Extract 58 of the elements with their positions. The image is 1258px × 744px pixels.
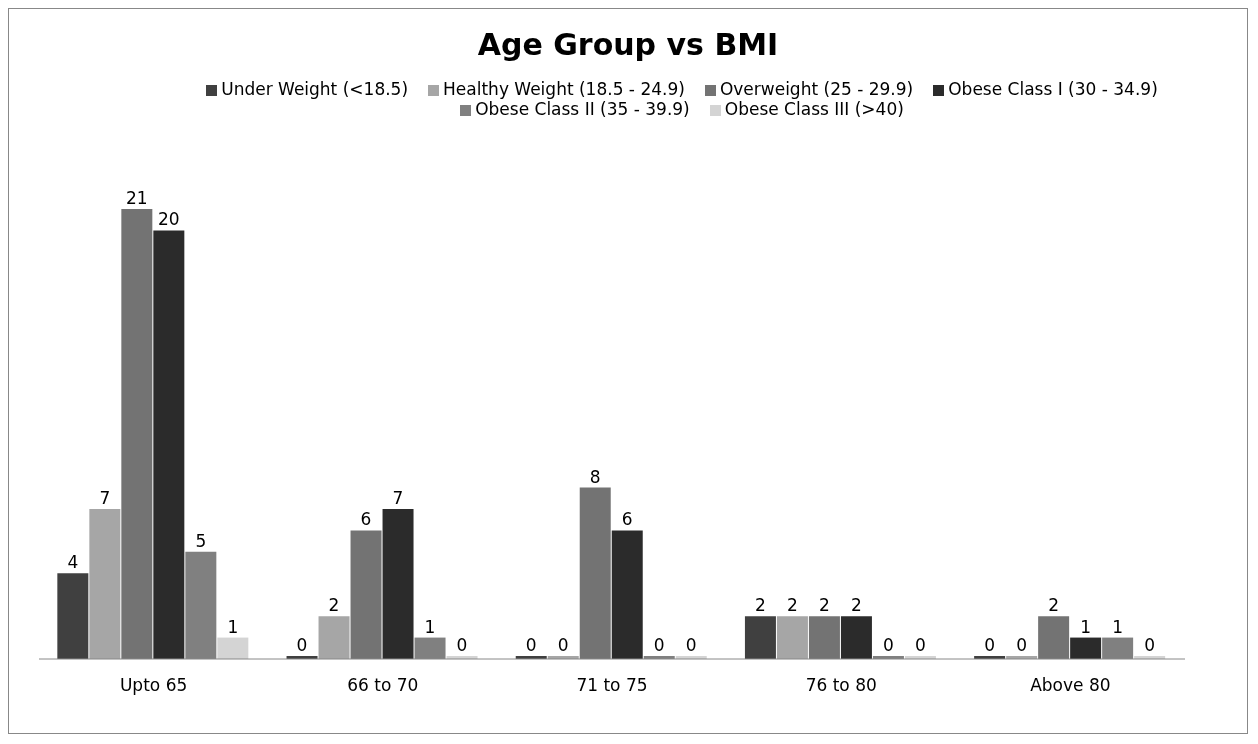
- data-label: 2: [755, 595, 766, 616]
- data-label: 2: [819, 595, 830, 616]
- bar: [840, 616, 872, 659]
- data-label: 2: [1048, 595, 1060, 616]
- data-label: 5: [195, 530, 207, 551]
- data-label: 0: [883, 635, 894, 655]
- bar: [611, 530, 643, 659]
- bar: [808, 616, 840, 659]
- bar: [318, 616, 350, 659]
- chart-title: Age Group vs BMI: [476, 27, 780, 64]
- bar: [57, 573, 89, 659]
- legend-label: Under Weight (<18.5): [221, 79, 409, 99]
- data-label: 0: [1144, 635, 1156, 655]
- bar: [579, 487, 611, 659]
- bar: [1038, 616, 1070, 659]
- data-label: 6: [360, 509, 372, 530]
- data-label: 2: [851, 595, 862, 616]
- data-label: 0: [525, 635, 537, 655]
- data-label: 4: [67, 552, 79, 573]
- data-label: 1: [227, 616, 239, 637]
- data-label: 7: [392, 488, 404, 508]
- data-label: 21: [126, 188, 148, 208]
- bar: [744, 616, 776, 659]
- bar: [1070, 637, 1102, 659]
- data-label: 0: [653, 635, 665, 655]
- data-label: 0: [456, 635, 468, 655]
- legend-label: Healthy Weight (18.5 - 24.9): [443, 79, 685, 99]
- legend-label: Obese Class I (30 - 34.9): [948, 79, 1158, 99]
- legend-label: Overweight (25 - 29.9): [719, 79, 914, 99]
- x-tick-label: 66 to 70: [347, 675, 419, 696]
- bar: [350, 530, 382, 659]
- bar: [217, 637, 249, 659]
- data-label: 7: [99, 488, 111, 508]
- data-label: 8: [589, 466, 601, 487]
- data-label: 2: [787, 595, 798, 616]
- x-tick-label: 76 to 80: [805, 675, 877, 696]
- data-label: 6: [621, 509, 633, 530]
- bar: [153, 230, 185, 659]
- data-label: 20: [158, 209, 180, 230]
- data-label: 0: [1016, 635, 1028, 655]
- x-tick-label: 71 to 75: [576, 675, 648, 696]
- data-label: 0: [984, 635, 996, 655]
- data-label: 0: [296, 635, 308, 655]
- data-label: 0: [557, 635, 569, 655]
- data-label: 0: [685, 635, 697, 655]
- x-tick-label: Upto 65: [119, 675, 188, 696]
- legend-label: Obese Class II (35 - 39.9): [475, 99, 690, 119]
- legend-label: Obese Class III (>40): [724, 99, 904, 119]
- bar: [776, 616, 808, 659]
- data-label: 1: [424, 616, 436, 637]
- x-tick-label: Above 80: [1030, 675, 1111, 696]
- data-label: 2: [328, 595, 340, 616]
- data-label: 0: [915, 635, 926, 655]
- data-label: 1: [1080, 616, 1092, 637]
- data-label: 1: [1112, 616, 1124, 637]
- bar: [121, 209, 153, 659]
- bar: [89, 509, 121, 659]
- bar: [382, 509, 414, 659]
